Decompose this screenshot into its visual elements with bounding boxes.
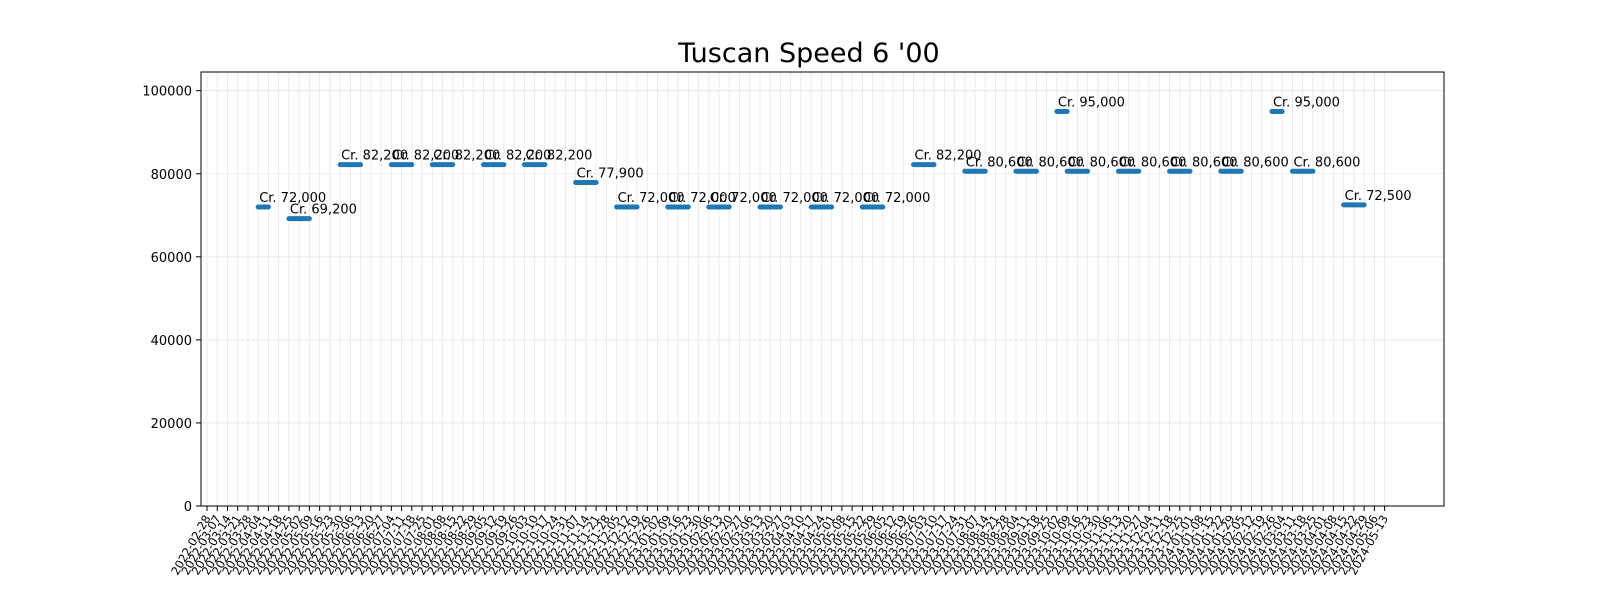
plot-frame <box>200 71 1445 507</box>
chart-title: Tuscan Speed 6 '00 <box>677 38 939 69</box>
data-label: Cr. 80,600 <box>1119 155 1186 170</box>
x-axis: 2022-02-282022-03-072022-03-142022-03-21… <box>168 506 1391 577</box>
grid-lines <box>201 72 1444 507</box>
data-label: Cr. 72,000 <box>761 191 828 206</box>
data-label: Cr. 80,600 <box>1171 155 1238 170</box>
data-label: Cr. 72,000 <box>618 191 685 206</box>
y-axis: 0 20000 40000 60000 80000 100000 <box>142 85 201 515</box>
data-label: Cr. 82,200 <box>433 149 500 164</box>
data-label: Cr. 95,000 <box>1058 95 1125 110</box>
data-label: Cr. 72,000 <box>259 191 326 206</box>
y-tick-label: 80000 <box>151 168 192 183</box>
data-label: Cr. 72,000 <box>669 191 736 206</box>
y-tick-label: 100000 <box>142 85 192 100</box>
data-label: Cr. 80,600 <box>1293 155 1360 170</box>
data-label: Cr. 72,000 <box>710 191 777 206</box>
data-label: Cr. 82,200 <box>525 149 592 164</box>
data-label: Cr. 72,000 <box>863 191 930 206</box>
data-label: Cr. 77,900 <box>577 166 644 181</box>
data-label: Cr. 69,200 <box>290 203 357 218</box>
data-label: Cr. 80,600 <box>1017 155 1084 170</box>
data-label: Cr. 95,000 <box>1273 95 1340 110</box>
y-tick-label: 20000 <box>151 417 192 432</box>
y-tick-label: 40000 <box>151 334 192 349</box>
data-label: Cr. 80,600 <box>1068 155 1135 170</box>
data-label: Cr. 72,000 <box>812 191 879 206</box>
data-label: Cr. 82,200 <box>484 149 551 164</box>
data-label: Cr. 80,600 <box>966 155 1033 170</box>
data-label: Cr. 82,200 <box>341 149 408 164</box>
y-tick-label: 0 <box>184 500 192 515</box>
y-tick-label: 60000 <box>151 251 192 266</box>
data-label: Cr. 80,600 <box>1222 155 1289 170</box>
price-series <box>255 108 1367 222</box>
data-label: Cr. 72,500 <box>1345 189 1412 204</box>
data-label: Cr. 82,200 <box>392 149 459 164</box>
data-label: Cr. 82,200 <box>915 149 982 164</box>
